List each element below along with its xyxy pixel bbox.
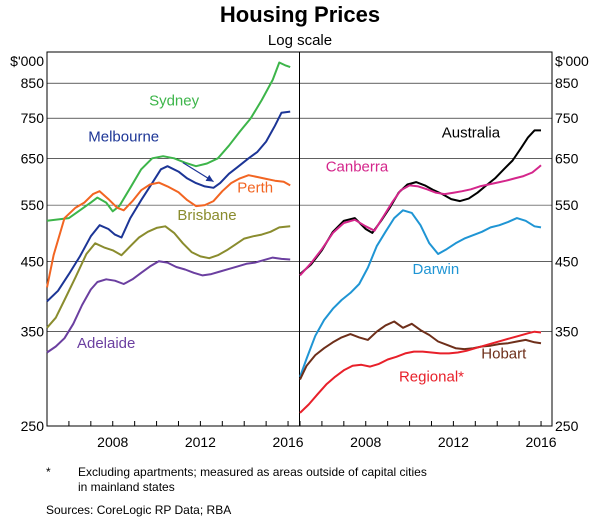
- y-unit-right: $'000: [555, 53, 589, 69]
- x-tick-label-0-2012: 2012: [185, 434, 216, 450]
- label-sydney: Sydney: [149, 92, 200, 109]
- label-melbourne: Melbourne: [88, 129, 159, 146]
- x-tick-label-1-2016: 2016: [525, 434, 556, 450]
- y-tick-left-450: 450: [21, 253, 45, 269]
- label-australia: Australia: [442, 125, 501, 142]
- series-hobart-line: [299, 320, 542, 381]
- footnote-line-1: Excluding apartments; measured as areas …: [78, 465, 427, 479]
- label-canberra: Canberra: [326, 159, 389, 176]
- series-lines: [46, 61, 542, 414]
- y-unit-left: $'000: [10, 53, 44, 69]
- series-sydney-line: [46, 61, 291, 222]
- series-regional-line: [299, 330, 542, 414]
- x-tick-label-0-2016: 2016: [272, 434, 303, 450]
- y-tick-right-450: 450: [555, 253, 579, 269]
- y-tick-right-250: 250: [555, 418, 579, 434]
- y-tick-left-850: 850: [21, 75, 45, 91]
- x-tick-label-0-2008: 2008: [97, 434, 128, 450]
- y-tick-left-550: 550: [21, 197, 45, 213]
- series-darwin-line: [299, 209, 542, 378]
- y-tick-left-250: 250: [21, 418, 45, 434]
- series-perth-line: [46, 174, 291, 288]
- gridlines: [47, 82, 552, 333]
- y-tick-right-350: 350: [555, 324, 579, 340]
- y-tick-left-350: 350: [21, 324, 45, 340]
- axis-ticks: 250 250 350 350 450 450 550 550 650 650 750 750 850 8…: [21, 75, 579, 450]
- y-tick-right-750: 750: [555, 110, 579, 126]
- series-canberra-line: [299, 164, 542, 277]
- label-adelaide: Adelaide: [77, 335, 135, 352]
- series-melbourne-line: [46, 110, 291, 303]
- label-darwin: Darwin: [413, 261, 460, 278]
- footnote-marker: *: [46, 465, 51, 479]
- housing-prices-chart: Housing Prices Log scale $'000 $'000 250…: [10, 2, 589, 450]
- x-tick-label-1-2008: 2008: [350, 434, 381, 450]
- y-tick-left-750: 750: [21, 110, 45, 126]
- series-adelaide-line: [46, 256, 291, 354]
- chart-subtitle: Log scale: [268, 32, 332, 49]
- x-tick-label-1-2012: 2012: [438, 434, 469, 450]
- label-regional: Regional*: [399, 369, 464, 386]
- annotation-arrow-head-0: [205, 174, 214, 182]
- y-tick-right-650: 650: [555, 150, 579, 166]
- footnote-line-2: in mainland states: [78, 480, 175, 494]
- y-tick-left-650: 650: [21, 150, 45, 166]
- label-perth: Perth: [237, 180, 273, 197]
- label-brisbane: Brisbane: [177, 207, 236, 224]
- chart-title: Housing Prices: [220, 2, 380, 27]
- sources-note: Sources: CoreLogic RP Data; RBA: [46, 503, 232, 517]
- y-tick-right-550: 550: [555, 197, 579, 213]
- series-brisbane-line: [46, 225, 291, 329]
- label-hobart: Hobart: [481, 346, 527, 363]
- y-tick-right-850: 850: [555, 75, 579, 91]
- series-australia-line: [299, 129, 541, 275]
